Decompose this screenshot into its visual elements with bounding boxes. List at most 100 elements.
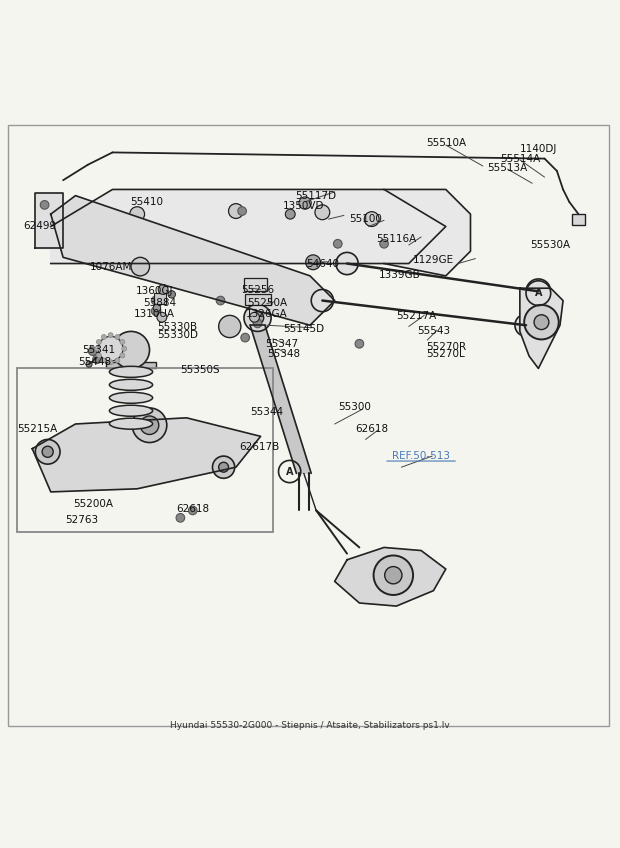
- Circle shape: [251, 312, 264, 324]
- Circle shape: [219, 462, 229, 472]
- Circle shape: [151, 307, 160, 315]
- Text: 55514A: 55514A: [500, 153, 540, 164]
- Text: 1360GJ: 1360GJ: [136, 287, 173, 296]
- Polygon shape: [51, 196, 335, 326]
- Circle shape: [96, 339, 101, 344]
- Polygon shape: [520, 288, 563, 368]
- Text: 1326GA: 1326GA: [246, 310, 288, 319]
- Circle shape: [336, 253, 358, 275]
- Circle shape: [213, 456, 235, 478]
- Text: 55116A: 55116A: [376, 234, 417, 244]
- Polygon shape: [51, 189, 446, 264]
- Circle shape: [365, 212, 379, 226]
- Polygon shape: [335, 548, 446, 606]
- Circle shape: [158, 285, 168, 294]
- Text: 55250A: 55250A: [247, 298, 287, 308]
- Circle shape: [374, 555, 413, 595]
- Circle shape: [131, 257, 149, 276]
- Circle shape: [244, 304, 271, 332]
- Ellipse shape: [109, 379, 153, 390]
- Text: 55300: 55300: [338, 402, 371, 412]
- Circle shape: [526, 279, 551, 304]
- Circle shape: [102, 334, 106, 339]
- Text: 55270R: 55270R: [426, 342, 466, 352]
- Circle shape: [99, 337, 123, 361]
- Text: 1339GB: 1339GB: [379, 270, 420, 280]
- Circle shape: [355, 339, 364, 348]
- Circle shape: [253, 319, 262, 327]
- Polygon shape: [35, 192, 63, 248]
- Text: 52763: 52763: [65, 515, 98, 525]
- Text: 55348: 55348: [267, 349, 300, 360]
- Circle shape: [315, 205, 330, 220]
- Text: 55344: 55344: [250, 407, 283, 416]
- Ellipse shape: [109, 366, 153, 377]
- Circle shape: [122, 346, 126, 351]
- Text: 55347: 55347: [265, 338, 299, 349]
- Text: A: A: [534, 288, 542, 298]
- Circle shape: [40, 201, 49, 209]
- Text: 62618: 62618: [355, 424, 388, 434]
- Bar: [244, 277, 267, 292]
- Text: 1310UA: 1310UA: [134, 310, 175, 319]
- Text: 55270L: 55270L: [427, 349, 465, 360]
- Circle shape: [35, 439, 60, 464]
- Circle shape: [42, 446, 53, 457]
- Text: 53884: 53884: [143, 298, 177, 308]
- Circle shape: [176, 514, 185, 522]
- Text: 55350S: 55350S: [180, 365, 220, 376]
- Ellipse shape: [109, 405, 153, 416]
- Text: 55341: 55341: [82, 345, 115, 355]
- Text: 1350VD: 1350VD: [283, 201, 325, 211]
- Text: 1129GE: 1129GE: [413, 254, 454, 265]
- Text: 1076AM: 1076AM: [90, 262, 133, 271]
- Circle shape: [93, 354, 102, 364]
- Circle shape: [515, 314, 537, 337]
- Circle shape: [112, 332, 149, 368]
- Circle shape: [219, 315, 241, 338]
- Bar: [106, 362, 156, 368]
- Text: Hyundai 55530-2G000 - Stiepnis / Atsaite, Stabilizators ps1.lv: Hyundai 55530-2G000 - Stiepnis / Atsaite…: [170, 721, 450, 729]
- Text: 55256: 55256: [241, 285, 274, 295]
- Circle shape: [132, 408, 167, 443]
- Circle shape: [89, 347, 97, 355]
- Text: 54640: 54640: [306, 259, 339, 269]
- Circle shape: [306, 255, 321, 270]
- Circle shape: [108, 360, 113, 365]
- Circle shape: [534, 315, 549, 330]
- Text: 55145D: 55145D: [283, 324, 324, 334]
- Circle shape: [216, 296, 225, 305]
- Circle shape: [74, 218, 89, 232]
- Circle shape: [299, 197, 311, 209]
- Polygon shape: [32, 418, 260, 492]
- Circle shape: [151, 296, 160, 305]
- Text: 55330B: 55330B: [157, 322, 197, 332]
- Text: 62617B: 62617B: [239, 443, 280, 453]
- Circle shape: [115, 358, 120, 363]
- Circle shape: [311, 289, 334, 312]
- Text: 55330D: 55330D: [157, 330, 198, 339]
- Text: 62618: 62618: [176, 505, 210, 514]
- Circle shape: [96, 353, 101, 358]
- Circle shape: [140, 416, 159, 434]
- Text: 55513A: 55513A: [487, 163, 528, 173]
- Circle shape: [229, 204, 243, 219]
- Circle shape: [379, 239, 388, 248]
- Circle shape: [249, 312, 259, 322]
- Text: 55543: 55543: [417, 326, 450, 337]
- Text: 62499: 62499: [23, 221, 56, 232]
- Circle shape: [95, 346, 100, 351]
- Circle shape: [334, 239, 342, 248]
- Bar: [245, 294, 271, 305]
- Circle shape: [108, 332, 113, 338]
- Text: 55200A: 55200A: [73, 499, 113, 510]
- Circle shape: [241, 333, 249, 342]
- Circle shape: [157, 312, 167, 322]
- Ellipse shape: [109, 418, 153, 429]
- Text: 55215A: 55215A: [17, 424, 57, 434]
- Circle shape: [153, 304, 161, 312]
- Circle shape: [102, 358, 106, 363]
- Circle shape: [188, 506, 197, 515]
- Polygon shape: [250, 326, 311, 473]
- Ellipse shape: [109, 393, 153, 404]
